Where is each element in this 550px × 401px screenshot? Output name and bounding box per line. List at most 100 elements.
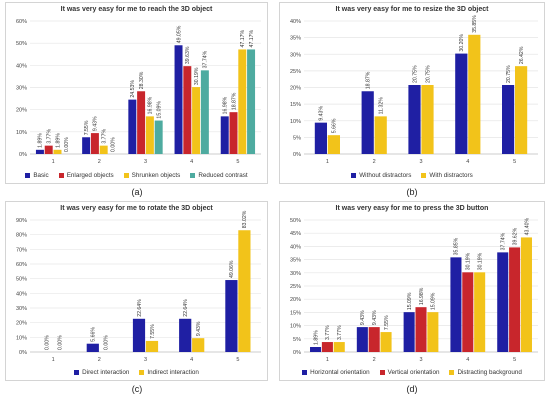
x-tick-label: 1 (52, 159, 55, 165)
x-tick-label: 4 (190, 159, 193, 165)
y-tick-label: 40% (16, 291, 27, 297)
data-label: 16.98% (148, 96, 154, 114)
legend-swatch (190, 173, 196, 178)
data-label: 7.55% (150, 324, 156, 339)
bar (145, 116, 154, 154)
bar (225, 280, 238, 352)
data-label: 9.43% (196, 321, 202, 336)
y-tick-label: 50% (16, 41, 27, 47)
x-tick-label: 3 (144, 357, 147, 363)
y-tick-label: 10% (16, 335, 27, 341)
data-label: 7.55% (384, 315, 390, 330)
chart-title: It was very easy for me to rotate the 3D… (60, 205, 213, 212)
legend-label: Enlarged objects (66, 172, 114, 179)
data-label: 22.64% (137, 299, 143, 317)
bar (310, 347, 322, 352)
data-label: 47.17% (240, 29, 246, 47)
data-label: 7.55% (84, 120, 90, 135)
chart-panel-d: It was very easy for me to press the 3D … (279, 201, 545, 381)
bar (502, 85, 515, 154)
data-label: 1.89% (313, 330, 319, 345)
caption-c: (c) (131, 384, 143, 394)
data-label: 37.74% (501, 232, 507, 250)
legend-swatch (25, 173, 31, 178)
data-label: 20.75% (506, 65, 512, 83)
y-tick-label: 60% (16, 262, 27, 268)
data-label: 9.43% (93, 116, 99, 131)
bar (35, 149, 44, 154)
data-label: 16.98% (419, 287, 425, 305)
bar (403, 312, 415, 352)
chart-title: It was very easy for me to press the 3D … (335, 205, 489, 212)
bar (509, 247, 521, 352)
bar (374, 116, 387, 154)
data-label: 47.17% (249, 29, 255, 47)
x-tick-label: 5 (236, 159, 239, 165)
bar (314, 122, 327, 154)
bar (450, 257, 462, 352)
data-label: 3.77% (47, 129, 53, 144)
legend-swatch (74, 370, 80, 375)
y-tick-label: 40% (290, 244, 301, 250)
data-label: 9.43% (319, 106, 325, 121)
data-label: 0.00% (44, 335, 50, 350)
data-label: 5.66% (332, 118, 338, 133)
y-tick-label: 5% (293, 337, 301, 343)
data-label: 49.06% (229, 260, 235, 278)
bar (247, 49, 256, 154)
caption-a: (a) (131, 187, 143, 197)
legend-label: Distracting background (457, 369, 522, 376)
bar (462, 272, 474, 352)
chart-plot-b: 0% 5% 10% 15% 20% 25% 30% 35% 40% 1 9.43% 5.66% 2 18.… (290, 15, 538, 165)
bar (368, 327, 380, 352)
bar (415, 307, 427, 352)
y-tick-label: 50% (290, 218, 301, 224)
data-label: 11.32% (379, 97, 385, 115)
data-label: 3.77% (101, 129, 107, 144)
bar (154, 120, 163, 154)
chart-panel-a: It was very easy for me to reach the 3D … (5, 2, 268, 184)
bar (497, 252, 509, 352)
chart-legend-a: Basic Enlarged objects Shrunken objects … (6, 172, 267, 179)
x-tick-label: 2 (373, 159, 376, 165)
x-tick-label: 1 (326, 357, 329, 363)
legend-item: Without distractors (351, 172, 411, 179)
chart-panel-c: It was very easy for me to rotate the 3D… (5, 201, 268, 381)
legend-item: Horizontal orientation (302, 369, 370, 376)
legend-item: With distractors (421, 172, 473, 179)
bar (192, 338, 205, 352)
bar (229, 112, 238, 154)
bar (238, 230, 251, 352)
legend-label: Reduced contrast (198, 172, 248, 179)
bar (238, 49, 247, 154)
y-tick-label: 20% (16, 108, 27, 114)
data-label: 35.85% (472, 15, 478, 33)
bar (145, 340, 159, 352)
y-tick-label: 10% (290, 119, 301, 125)
bar (520, 237, 532, 352)
legend-label: With distractors (429, 172, 473, 179)
legend-swatch (421, 173, 427, 178)
data-label: 0.00% (57, 335, 63, 350)
data-label: 30.19% (466, 252, 472, 270)
data-label: 26.42% (519, 46, 525, 64)
legend-item: Basic (25, 172, 49, 179)
data-label: 28.30% (139, 71, 145, 89)
x-tick-label: 3 (144, 159, 147, 165)
chart-legend-d: Horizontal orientation Vertical orientat… (280, 369, 544, 376)
y-tick-label: 15% (290, 310, 301, 316)
data-label: 49.05% (176, 25, 182, 43)
chart-title: It was very easy for me to resize the 3D… (335, 6, 489, 13)
data-label: 0.00% (104, 335, 110, 350)
x-tick-label: 2 (98, 159, 101, 165)
y-tick-label: 35% (290, 36, 301, 42)
legend-item: Enlarged objects (58, 172, 114, 179)
data-label: 37.74% (203, 50, 209, 68)
bar (468, 34, 481, 154)
x-tick-label: 5 (513, 357, 516, 363)
legend-swatch (449, 370, 455, 375)
data-label: 9.43% (372, 310, 378, 325)
data-label: 0.00% (110, 137, 116, 152)
bar (327, 135, 340, 154)
bar (200, 70, 209, 154)
